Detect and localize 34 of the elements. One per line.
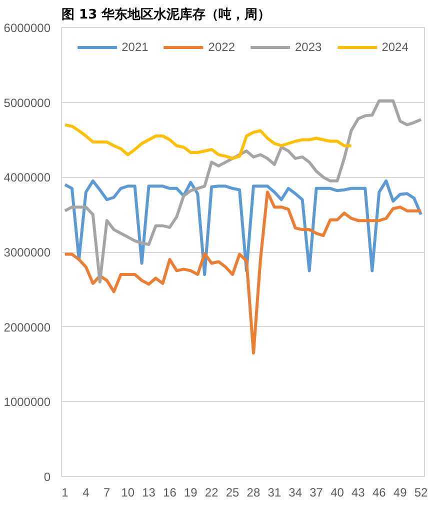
x-tick-label: 28 bbox=[246, 486, 260, 500]
x-tick-label: 1 bbox=[62, 486, 69, 500]
x-tick-label: 49 bbox=[393, 486, 408, 500]
legend-label: 2021 bbox=[122, 40, 148, 54]
legend-label: 2022 bbox=[208, 40, 235, 54]
x-tick-label: 7 bbox=[104, 486, 111, 500]
x-tick-label: 40 bbox=[330, 486, 344, 500]
x-tick-label: 22 bbox=[204, 486, 219, 500]
y-tick-label: 4000000 bbox=[4, 170, 51, 185]
x-tick-label: 31 bbox=[268, 486, 282, 500]
y-tick-label: 0 bbox=[44, 470, 51, 484]
y-tick-label: 2000000 bbox=[4, 320, 51, 334]
line-series bbox=[63, 99, 423, 284]
y-tick-label: 6000000 bbox=[4, 21, 51, 35]
x-tick-label: 25 bbox=[226, 486, 240, 500]
line-series bbox=[63, 179, 423, 276]
chart-title: 图 13 华东地区水泥库存（吨，周） bbox=[62, 6, 271, 22]
legend-label: 2023 bbox=[295, 40, 322, 54]
line-series bbox=[63, 123, 353, 160]
x-tick-label: 34 bbox=[288, 486, 302, 500]
x-tick-label: 43 bbox=[352, 486, 366, 500]
x-tick-label: 4 bbox=[82, 486, 90, 500]
x-tick-label: 13 bbox=[142, 486, 156, 500]
x-tick-label: 16 bbox=[163, 486, 177, 500]
y-tick-label: 5000000 bbox=[4, 96, 51, 110]
legend-label: 2024 bbox=[382, 40, 408, 54]
line-series bbox=[63, 190, 423, 355]
x-tick-label: 37 bbox=[310, 486, 324, 500]
x-tick-label: 46 bbox=[372, 486, 386, 500]
y-tick-label: 3000000 bbox=[4, 246, 51, 260]
x-tick-label: 19 bbox=[184, 486, 198, 500]
x-tick-label: 10 bbox=[121, 486, 135, 500]
y-tick-label: 1000000 bbox=[4, 395, 51, 410]
x-tick-label: 52 bbox=[414, 486, 428, 500]
